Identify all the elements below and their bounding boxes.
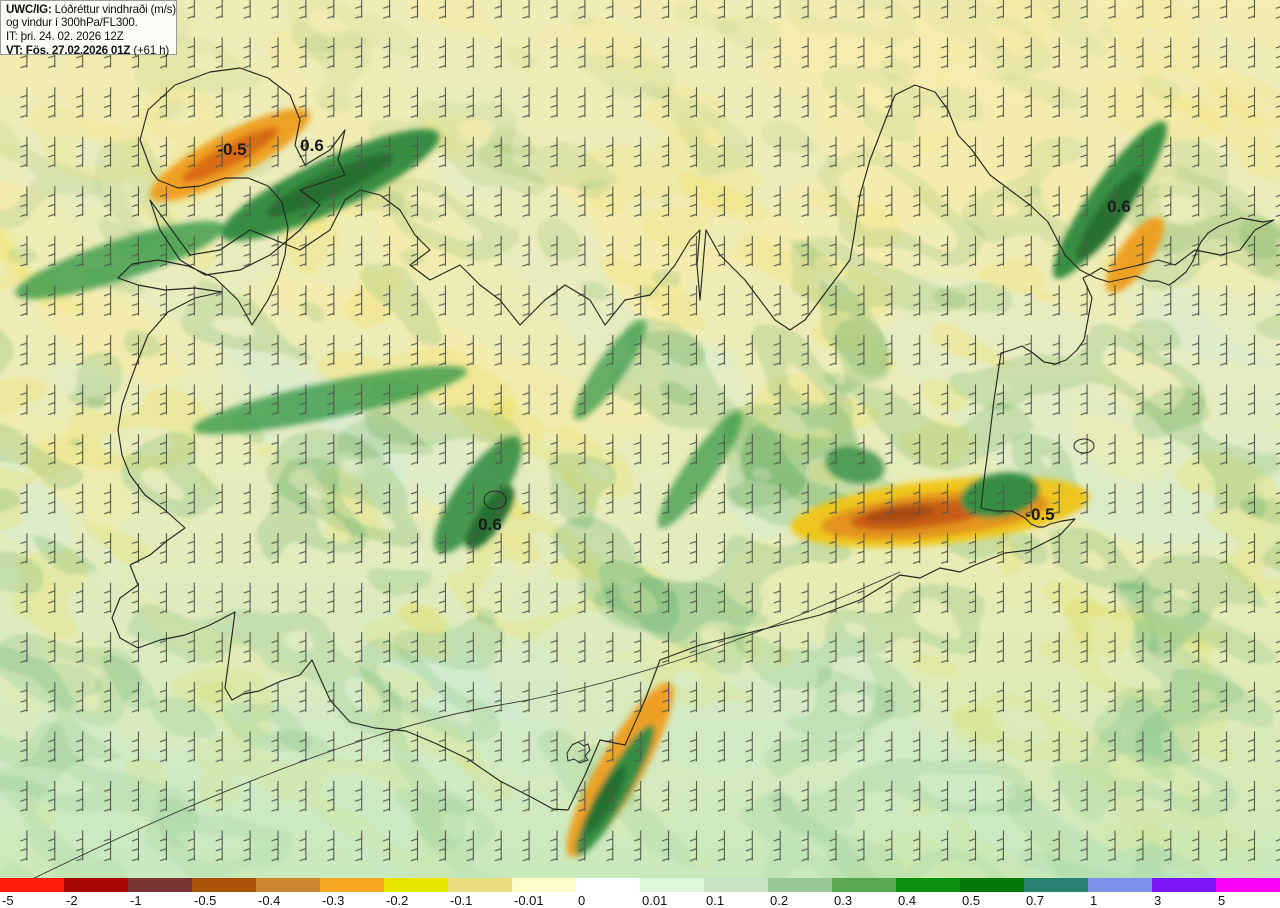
svg-text:0.6: 0.6	[1107, 197, 1131, 216]
svg-text:-0.5: -0.5	[1025, 505, 1054, 524]
svg-text:0.6: 0.6	[300, 136, 324, 155]
svg-text:-0.5: -0.5	[217, 140, 246, 159]
svg-text:0.6: 0.6	[478, 515, 502, 534]
